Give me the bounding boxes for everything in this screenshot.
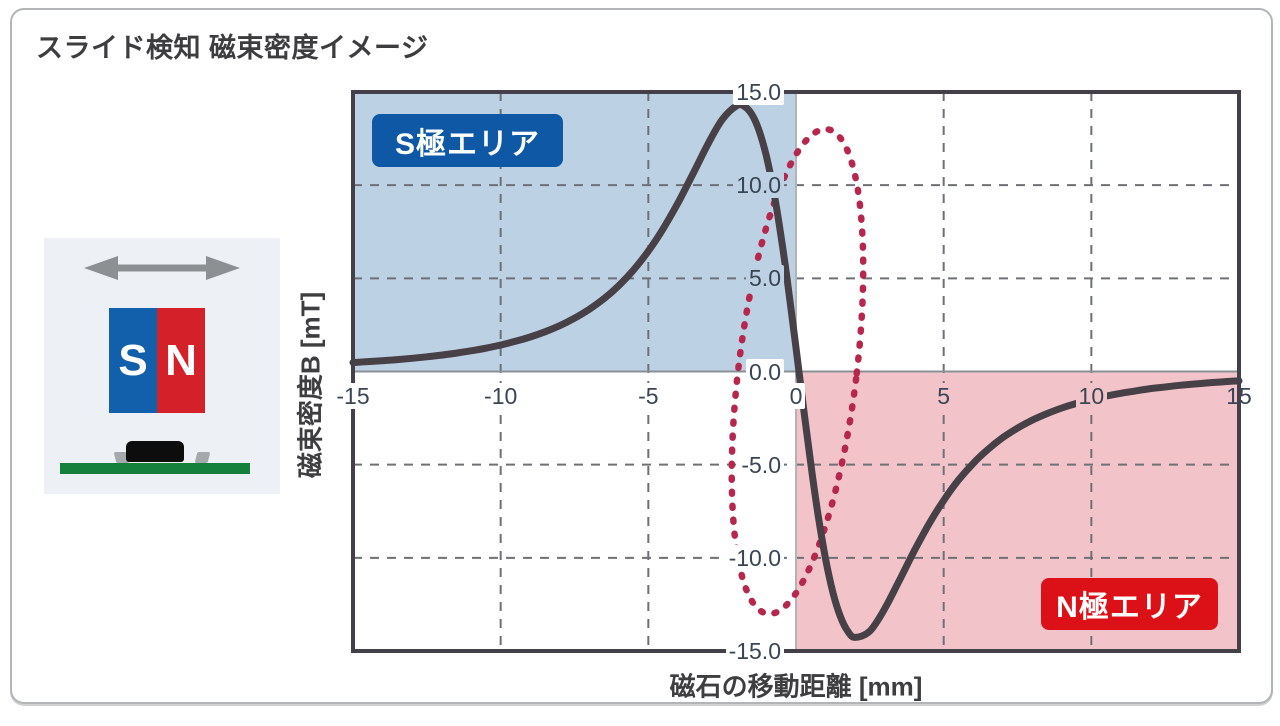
flux-density-plot: [349, 90, 1243, 653]
n-pole-letter: N: [165, 335, 197, 385]
pcb-bar: [60, 463, 250, 474]
x-axis-title: 磁石の移動距離 [mm]: [669, 671, 923, 702]
magnet-diagram-panel: S N: [44, 238, 280, 494]
magnet-s-pole: S: [109, 308, 157, 413]
slide-direction-arrow-icon: [84, 256, 240, 280]
magnet: S N: [109, 308, 205, 413]
main-card: スライド検知 磁束密度イメージ S N 15.0 10.0 5.0 0.0 -5.0 -1…: [10, 8, 1273, 704]
flux-density-curve: [349, 101, 1243, 641]
page-title: スライド検知 磁束密度イメージ: [36, 33, 429, 63]
transition-annotation-ellipse: [728, 125, 867, 618]
y-axis-title: 磁束密度B [mT]: [295, 291, 326, 479]
magnetic-sensor-chip: [126, 441, 184, 462]
n-pole-area-badge: N極エリア: [1041, 578, 1218, 630]
s-pole-letter: S: [118, 335, 148, 385]
s-pole-area-badge: S極エリア: [372, 114, 563, 167]
plot-border: [351, 90, 1241, 653]
magnet-n-pole: N: [157, 308, 205, 413]
